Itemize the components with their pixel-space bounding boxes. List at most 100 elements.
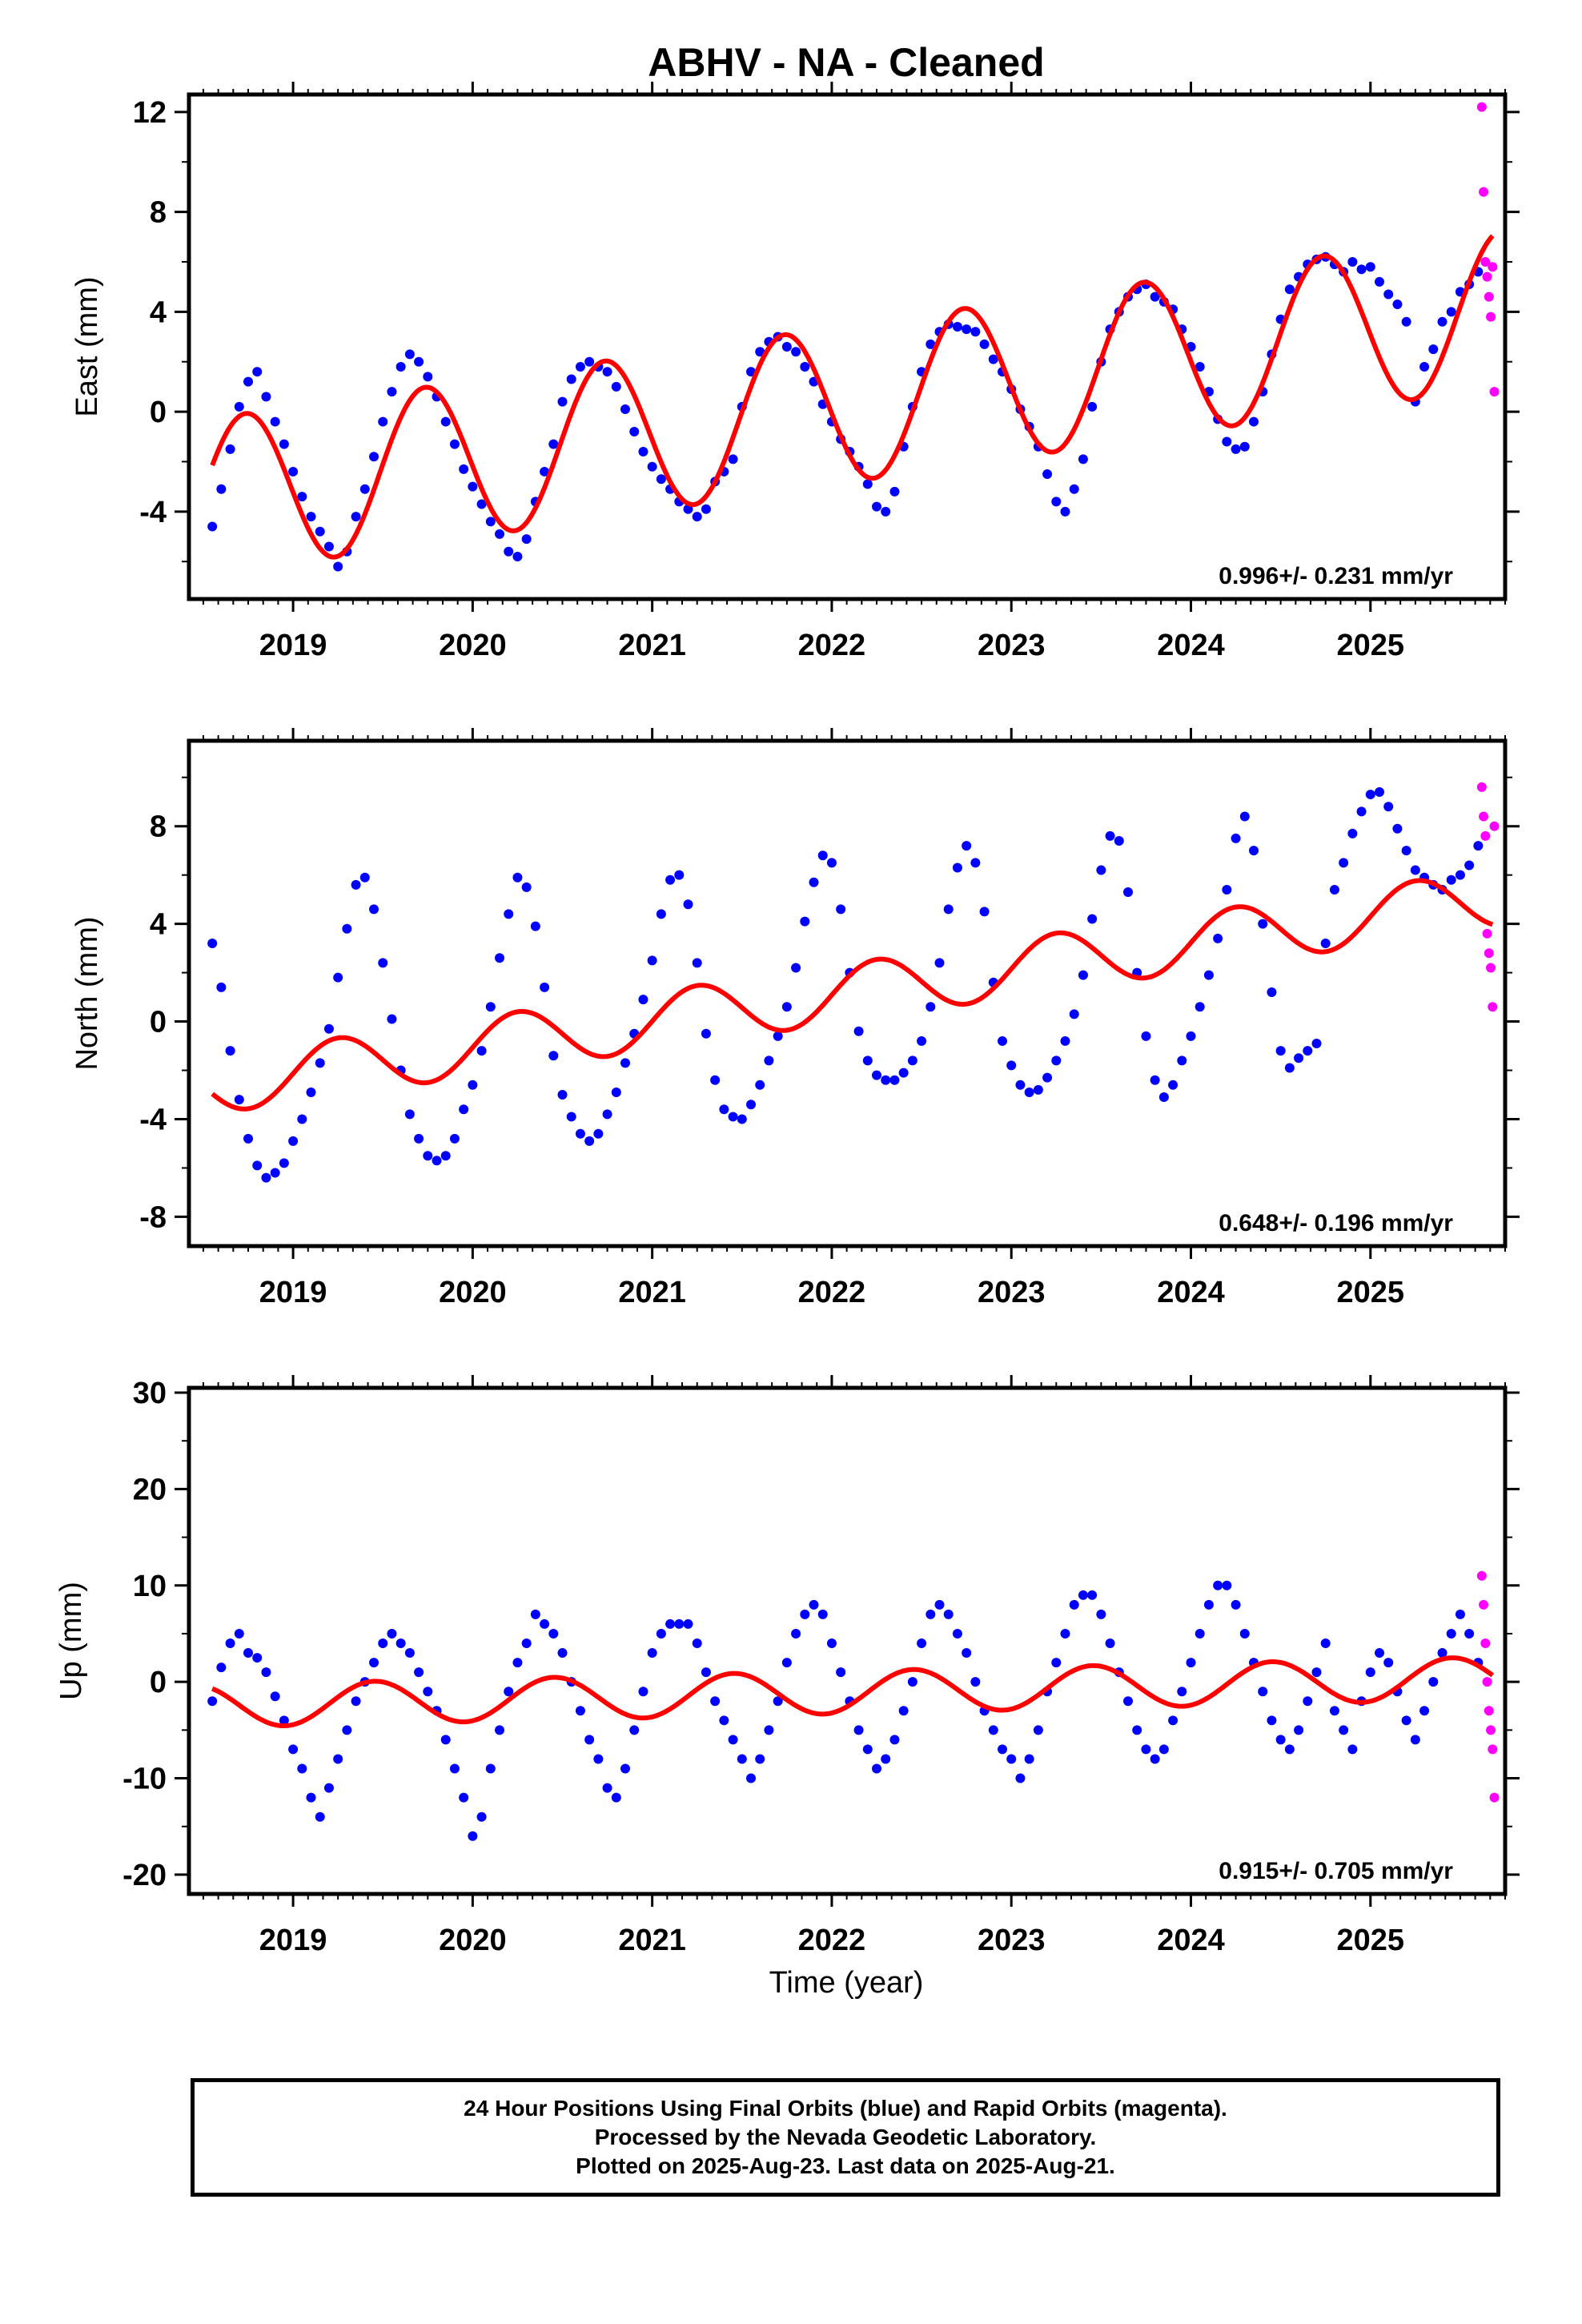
final-orbit-point [898, 1706, 909, 1716]
final-orbit-point [1168, 1715, 1178, 1726]
final-orbit-point [988, 1725, 998, 1735]
final-orbit-point [1114, 835, 1124, 846]
final-orbit-point [584, 1735, 595, 1745]
final-orbit-point [279, 1715, 289, 1726]
final-orbit-point [404, 349, 415, 360]
rapid-orbit-point [1476, 102, 1487, 112]
final-orbit-point [1428, 1677, 1439, 1687]
final-orbit-point [674, 1618, 685, 1629]
final-orbit-point [414, 1667, 424, 1678]
x-tick-label: 2020 [439, 1276, 507, 1309]
final-orbit-point [889, 486, 900, 497]
rapid-orbit-point [1489, 821, 1500, 831]
final-orbit-point [1105, 1638, 1115, 1649]
final-orbit-point [575, 1706, 585, 1716]
rapid-orbit-point [1476, 1570, 1487, 1581]
y-tick-label: 10 [133, 1570, 167, 1603]
final-orbit-point [665, 875, 676, 885]
final-orbit-point [540, 1618, 550, 1629]
x-tick-label: 2021 [618, 1924, 686, 1957]
final-orbit-point [755, 347, 765, 357]
final-orbit-point [1078, 970, 1088, 980]
rapid-orbit-point [1488, 1744, 1498, 1755]
final-orbit-point [979, 339, 990, 349]
x-tick-label: 2022 [798, 629, 866, 662]
final-orbit-point [817, 850, 828, 861]
rapid-orbit-point [1489, 1792, 1500, 1803]
final-orbit-point [998, 1744, 1008, 1755]
final-orbit-point [781, 342, 792, 352]
final-orbit-point [692, 1638, 702, 1649]
final-orbit-point [306, 1792, 316, 1803]
final-orbit-point [1383, 802, 1394, 812]
final-orbit-point [1455, 870, 1465, 880]
final-orbit-point [234, 1095, 244, 1105]
y-tick-label: 30 [133, 1377, 167, 1410]
final-orbit-point [602, 367, 612, 377]
x-tick-label: 2023 [978, 1924, 1046, 1957]
final-orbit-point [817, 1609, 828, 1619]
rapid-orbit-point [1488, 1002, 1498, 1012]
final-orbit-point [252, 1653, 263, 1663]
final-orbit-point [575, 361, 585, 372]
final-orbit-point [791, 963, 801, 973]
rapid-orbit-point [1486, 963, 1496, 973]
final-orbit-point [1464, 1628, 1475, 1638]
final-orbit-point [1123, 1696, 1134, 1707]
final-orbit-point [396, 1638, 406, 1649]
final-orbit-point [1078, 1590, 1088, 1600]
rapid-orbit-point [1479, 1599, 1489, 1610]
x-tick-label: 2021 [618, 1276, 686, 1309]
final-orbit-point [1042, 1072, 1053, 1083]
final-orbit-point [485, 517, 496, 527]
x-tick-label: 2022 [798, 1276, 866, 1309]
x-tick-label: 2020 [439, 629, 507, 662]
final-orbit-point [1375, 787, 1385, 798]
final-orbit-point [1410, 865, 1420, 875]
x-axis-label: Time (year) [769, 1966, 924, 2000]
final-orbit-point [629, 427, 640, 437]
final-orbit-point [288, 1744, 299, 1755]
final-orbit-point [1060, 1035, 1070, 1046]
y-tick-label: 4 [150, 908, 167, 942]
final-orbit-point [566, 374, 576, 384]
fit-curve [211, 878, 1494, 1112]
final-orbit-point [359, 484, 370, 494]
final-orbit-point [323, 541, 334, 552]
final-orbit-point [638, 1687, 648, 1697]
x-tick-label: 2023 [978, 1276, 1046, 1309]
final-orbit-point [809, 1599, 819, 1610]
final-orbit-point [791, 347, 801, 357]
final-orbit-point [701, 504, 711, 514]
final-orbit-point [728, 454, 738, 464]
final-orbit-point [907, 1055, 917, 1066]
y-axis-label: Up (mm) [54, 1582, 88, 1700]
final-orbit-point [737, 1114, 747, 1124]
rapid-orbit-point [1482, 928, 1492, 939]
north-panel: 2019 2020 2021 2022 2023 2024 2025 -8 -4 0 4 8 North… [70, 728, 1520, 1309]
final-orbit-point [351, 512, 361, 522]
final-orbit-point [647, 955, 657, 966]
final-orbit-point [1258, 919, 1268, 929]
fit-curve [211, 1655, 1495, 1728]
final-orbit-point [423, 1687, 433, 1697]
final-orbit-point [485, 1763, 496, 1774]
rapid-orbit-point [1479, 811, 1489, 822]
rapid-orbit-point [1486, 312, 1496, 322]
final-orbit-point [1401, 316, 1411, 327]
final-orbit-point [476, 1811, 487, 1822]
final-orbit-point [207, 521, 218, 532]
final-orbit-point [548, 1051, 559, 1061]
fit-curve [210, 234, 1495, 560]
final-orbit-point [1015, 1080, 1026, 1090]
final-orbit-point [476, 1046, 487, 1056]
rapid-orbit-point [1480, 830, 1491, 841]
final-orbit-point [1141, 1031, 1151, 1041]
final-orbit-point [1123, 887, 1134, 897]
final-orbit-point [540, 466, 550, 476]
final-orbit-point [1284, 1063, 1295, 1073]
final-orbit-point [270, 416, 280, 427]
final-orbit-point [1060, 1628, 1070, 1638]
final-orbit-point [800, 916, 810, 927]
final-orbit-point [853, 1725, 864, 1735]
